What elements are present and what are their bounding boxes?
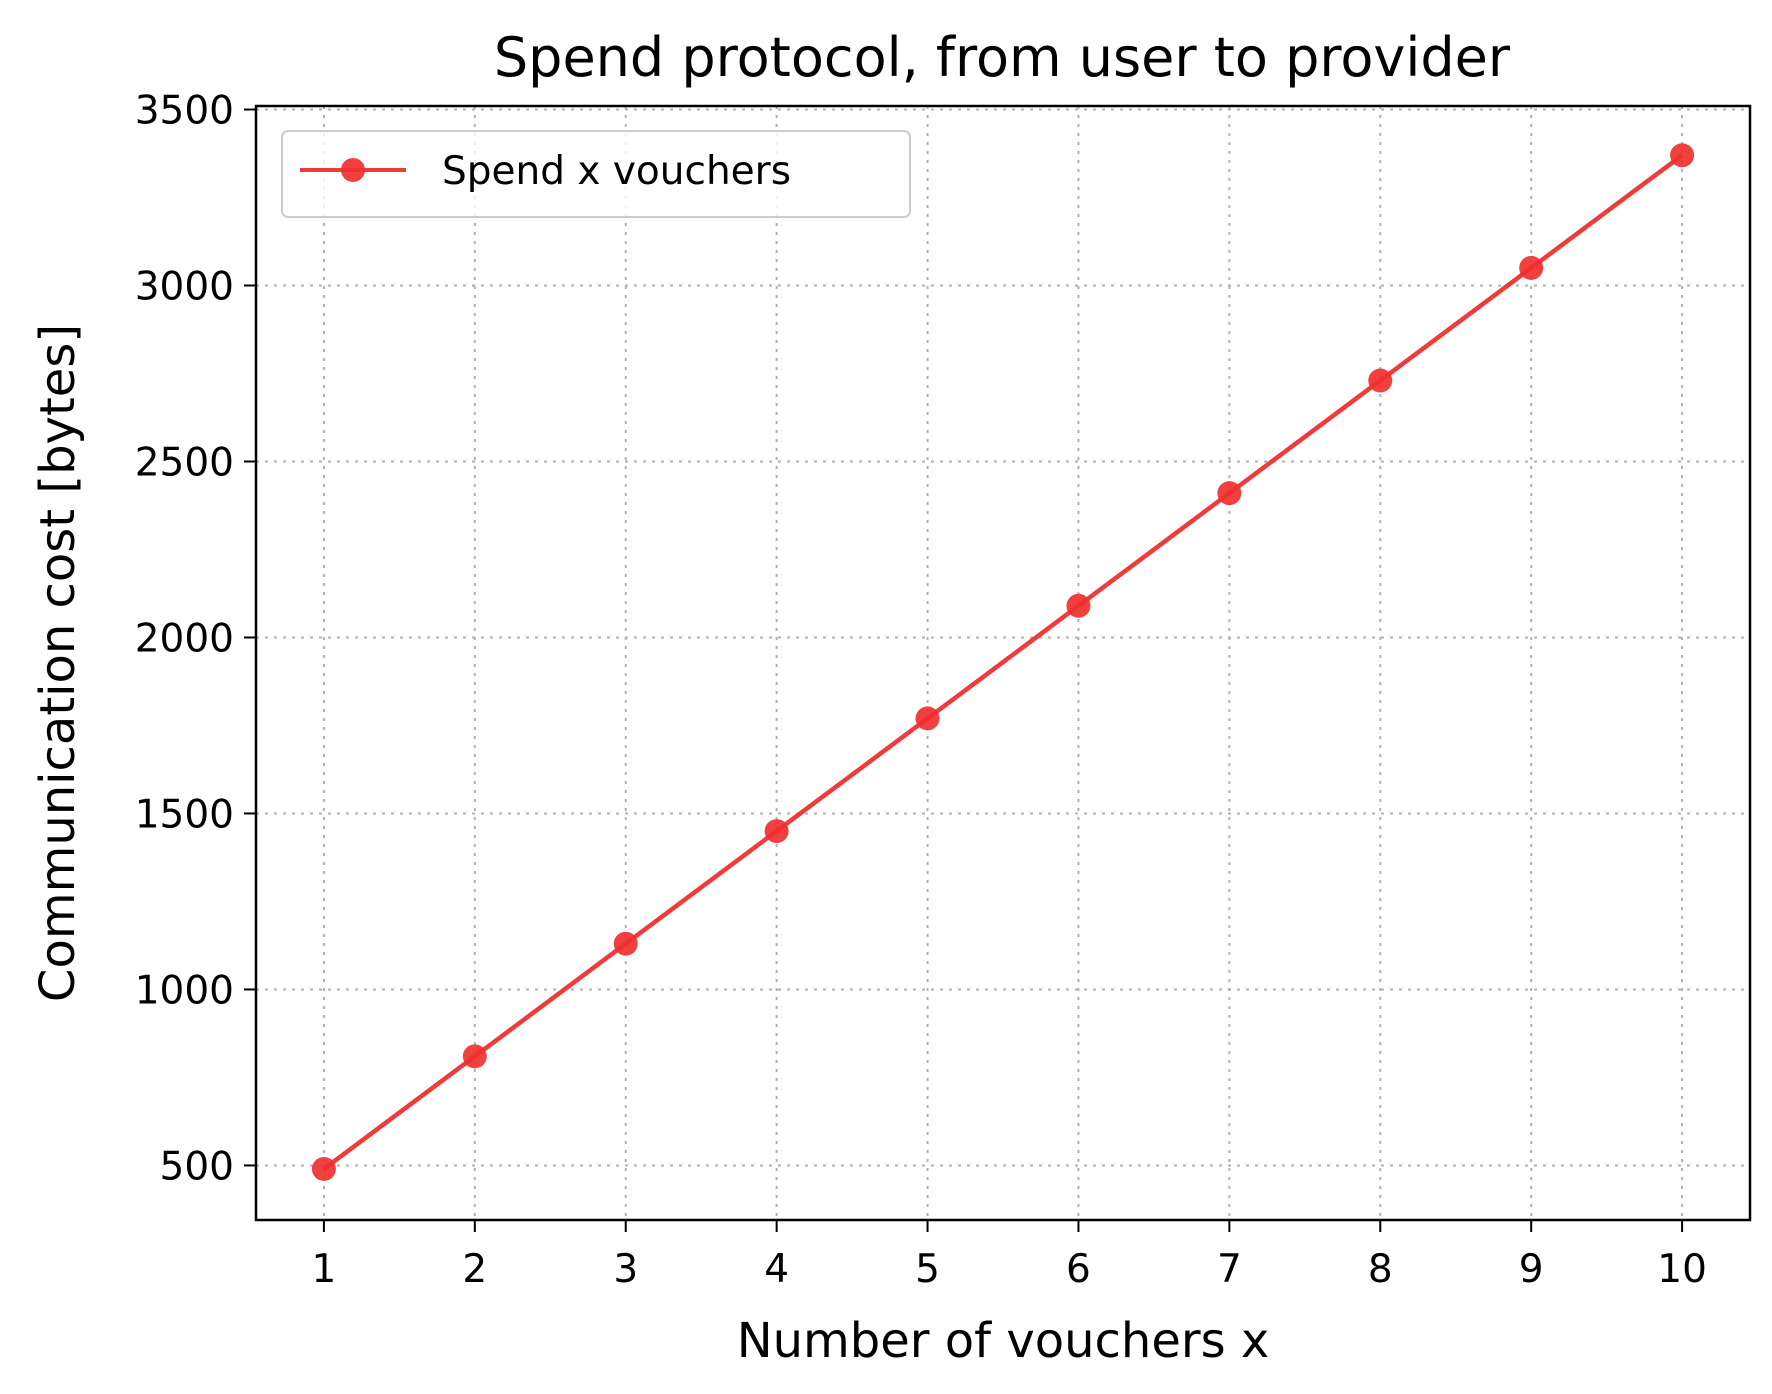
x-tick-label: 1 — [311, 1247, 336, 1292]
axis-ticks: 1 2 3 4 5 6 7 8 9 10 500 1000 1500 2000 2500 3000 3500 — [135, 89, 1707, 1292]
data-point — [462, 1044, 487, 1069]
x-axis-label: Number of vouchers x — [737, 1313, 1270, 1369]
x-tick-label: 4 — [764, 1247, 789, 1292]
grid — [256, 106, 1750, 1220]
x-tick-label: 9 — [1519, 1247, 1544, 1292]
chart-title: Spend protocol, from user to provider — [494, 26, 1511, 89]
y-tick-label: 2000 — [135, 616, 234, 661]
data-point — [1217, 481, 1242, 506]
plot-frame — [254, 104, 1752, 1222]
legend-marker-swatch — [341, 158, 365, 182]
y-tick-label: 2500 — [135, 440, 234, 485]
y-tick-label: 3500 — [135, 89, 234, 134]
x-tick-label: 3 — [613, 1247, 638, 1292]
data-point — [1519, 255, 1544, 280]
x-tick-label: 7 — [1217, 1247, 1242, 1292]
data-point — [1368, 368, 1393, 393]
y-tick-label: 1500 — [135, 792, 234, 837]
data-point — [613, 931, 638, 956]
data-point — [764, 819, 789, 844]
data-point — [311, 1156, 336, 1181]
x-tick-label: 10 — [1657, 1247, 1707, 1292]
y-tick-label: 500 — [160, 1144, 234, 1189]
series-line-0 — [322, 153, 1684, 1171]
x-tick-label: 6 — [1066, 1247, 1091, 1292]
y-axis-label: Communication cost [bytes] — [30, 324, 86, 1002]
legend: Spend x vouchers — [281, 130, 911, 218]
data-point — [915, 706, 940, 731]
legend-entry-label: Spend x vouchers — [442, 149, 791, 194]
x-tick-label: 5 — [915, 1247, 940, 1292]
x-tick-label: 2 — [462, 1247, 487, 1292]
data-point — [1670, 143, 1695, 168]
legend-box — [281, 130, 911, 218]
y-tick-label: 1000 — [135, 968, 234, 1013]
x-tick-label: 8 — [1368, 1247, 1393, 1292]
y-tick-label: 3000 — [135, 265, 234, 310]
series-layer — [311, 143, 1695, 1181]
data-point — [1066, 593, 1091, 618]
